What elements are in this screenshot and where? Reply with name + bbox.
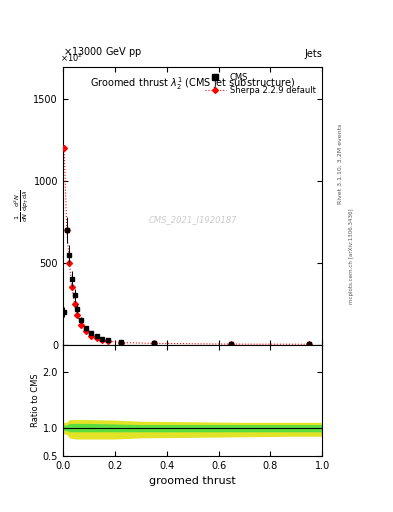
Y-axis label: Ratio to CMS: Ratio to CMS (31, 373, 40, 427)
Y-axis label: $\frac{1}{\mathrm{d}N}\,\frac{\mathrm{d}^2N}{\mathrm{d}p_T\,\mathrm{d}\lambda}$: $\frac{1}{\mathrm{d}N}\,\frac{\mathrm{d}… (12, 189, 31, 222)
Text: Jets: Jets (305, 49, 322, 59)
Text: $\times$13000 GeV pp: $\times$13000 GeV pp (63, 45, 142, 59)
Legend: CMS, Sherpa 2.2.9 default: CMS, Sherpa 2.2.9 default (202, 71, 318, 98)
Text: Rivet 3.1.10, 3.2M events: Rivet 3.1.10, 3.2M events (338, 124, 342, 204)
Text: mcplots.cern.ch [arXiv:1306.3436]: mcplots.cern.ch [arXiv:1306.3436] (349, 208, 354, 304)
X-axis label: groomed thrust: groomed thrust (149, 476, 236, 486)
Text: Groomed thrust $\lambda_2^1$ (CMS jet substructure): Groomed thrust $\lambda_2^1$ (CMS jet su… (90, 75, 295, 92)
Text: $\times 10^2$: $\times 10^2$ (60, 51, 83, 64)
Text: CMS_2021_I1920187: CMS_2021_I1920187 (148, 215, 237, 224)
